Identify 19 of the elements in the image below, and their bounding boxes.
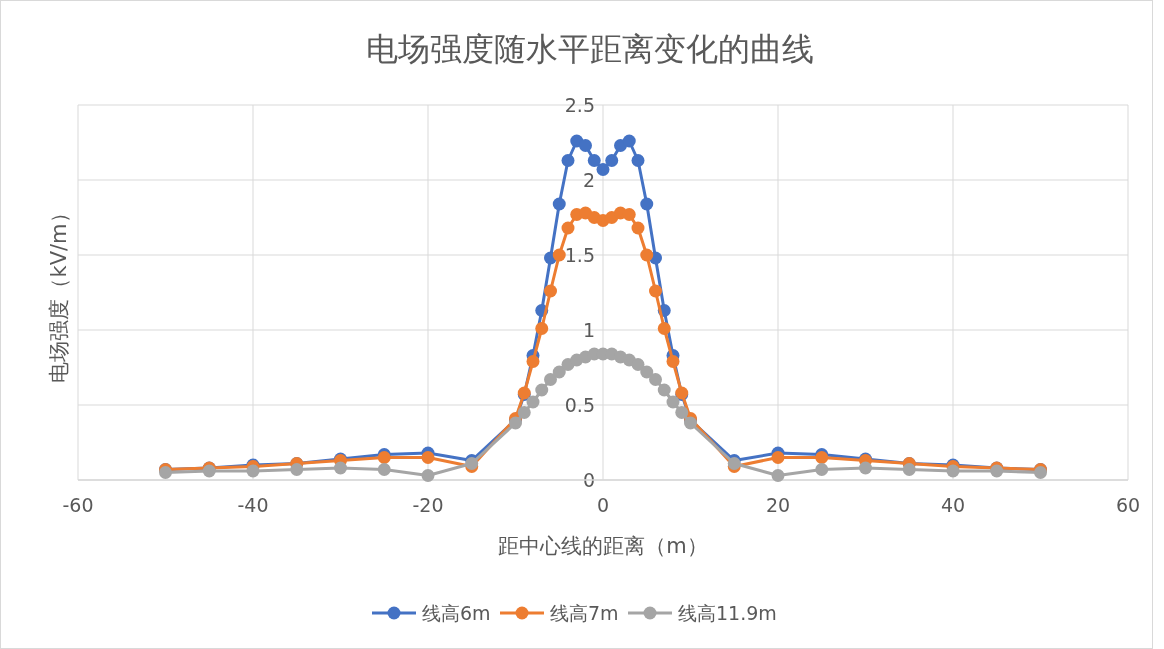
y-tick-label: 0: [582, 469, 595, 491]
legend-label: 线高11.9m: [678, 602, 777, 624]
legend-label: 线高7m: [550, 602, 619, 624]
y-tick-label: 1: [582, 319, 595, 341]
x-tick-label: -20: [412, 494, 444, 516]
x-tick-label: -60: [62, 494, 94, 516]
legend-label: 线高6m: [422, 602, 491, 624]
x-tick-label: -40: [237, 494, 269, 516]
x-tick-label: 60: [1115, 494, 1141, 516]
y-tick-label: 2: [582, 169, 595, 191]
y-tick-label: 1.5: [564, 244, 595, 266]
chart-title: 电场强度随水平距离变化的曲线: [366, 30, 814, 68]
x-tick-label: 20: [765, 494, 791, 516]
y-tick-label: 0.5: [564, 394, 595, 416]
y-axis-title: 电场强度（kV/m）: [47, 202, 71, 383]
x-tick-label: 0: [596, 494, 610, 516]
y-tick-label: 2.5: [564, 94, 595, 116]
x-tick-label: 40: [940, 494, 966, 516]
x-axis-title: 距中心线的距离（m）: [498, 534, 708, 558]
